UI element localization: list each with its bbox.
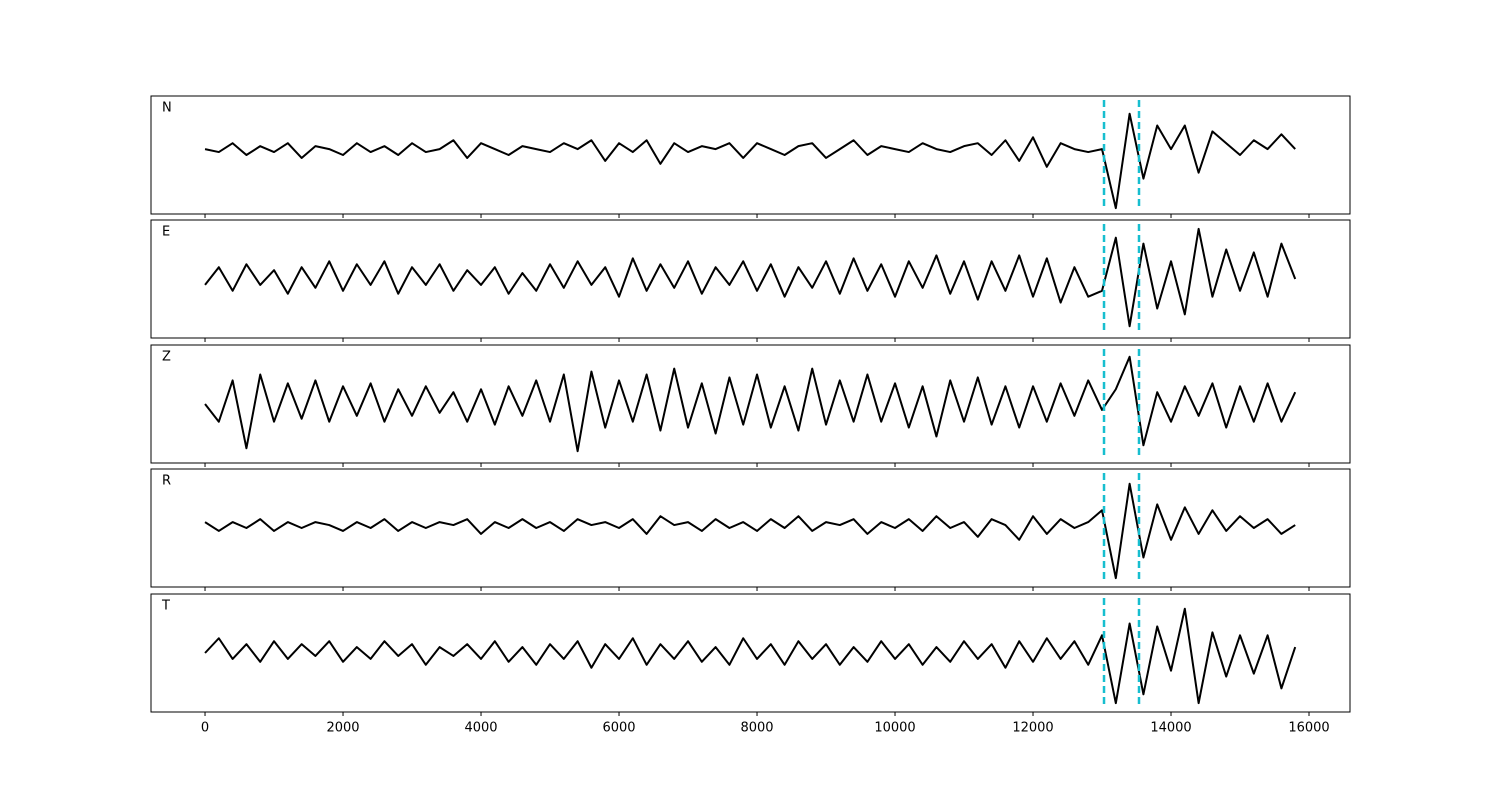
trace [204,112,1296,210]
x-tick-label: 4000 [464,721,497,736]
x-tick-label: 12000 [1012,721,1053,736]
panel-label: R [162,474,171,489]
panel-label: Z [162,350,171,365]
panel-frame [150,468,1351,588]
x-tick-label: 0 [201,721,209,736]
trace [204,482,1296,580]
x-tick-label: 2000 [326,721,359,736]
panel-label: N [162,101,172,116]
trace [204,227,1297,328]
panel-frame [150,344,1351,464]
panel-frame [150,593,1351,713]
x-tick-label: 16000 [1288,721,1329,736]
panel-label: T [161,599,170,614]
trace [204,607,1297,705]
x-tick-label: 8000 [740,721,773,736]
x-tick-label: 6000 [602,721,635,736]
trace [204,355,1297,453]
panel-label: E [162,225,170,240]
x-tick-label: 14000 [1150,721,1191,736]
panel-frame [150,95,1351,215]
panel-frame [150,219,1351,339]
x-tick-label: 10000 [874,721,915,736]
